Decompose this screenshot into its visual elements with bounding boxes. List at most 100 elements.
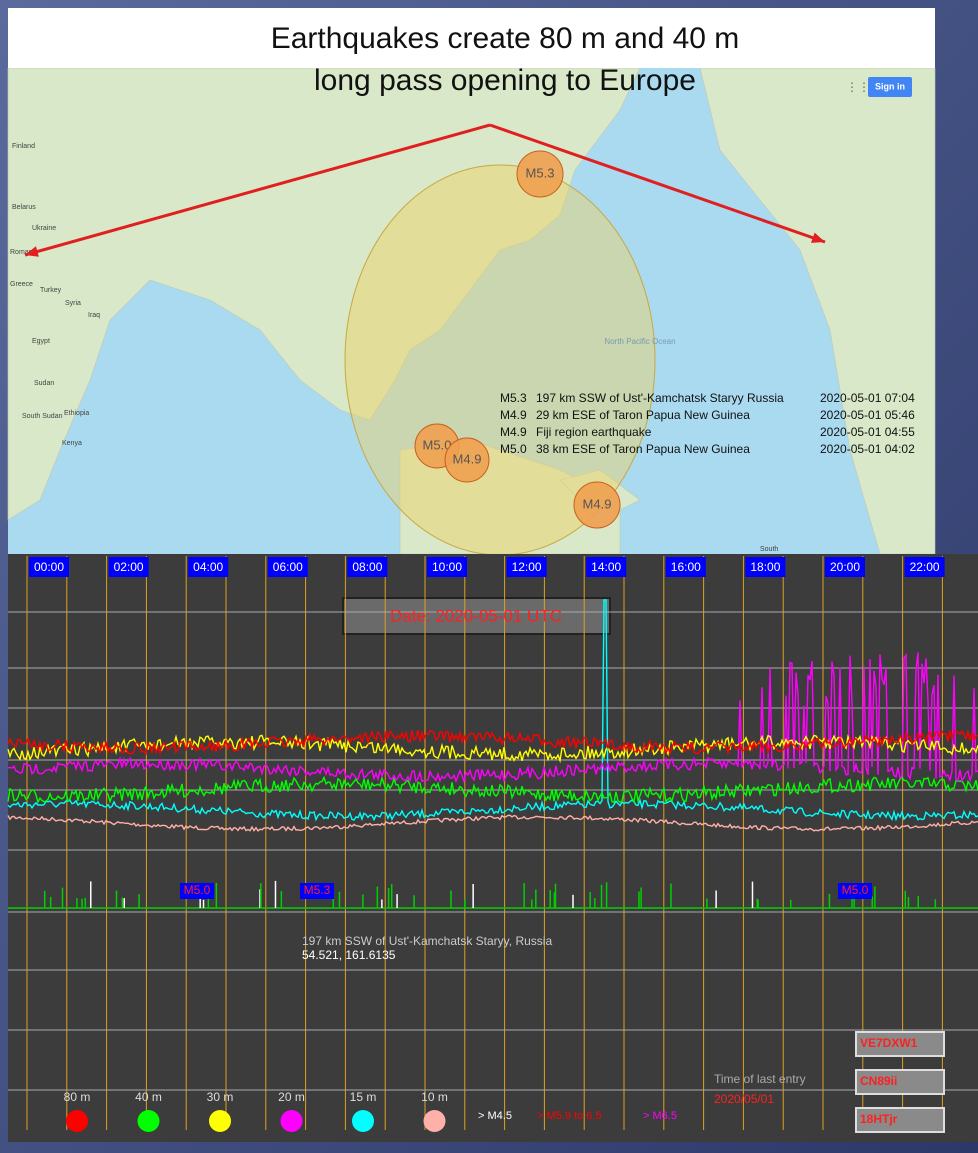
arrow-head	[25, 246, 39, 257]
map-label: Greece	[10, 281, 33, 288]
time-label: 02:00	[114, 560, 144, 574]
time-label: 18:00	[750, 560, 780, 574]
quake-table-cell: M5.0	[500, 442, 527, 456]
quake-marker-box	[180, 883, 214, 899]
map-label: Iraq	[88, 312, 100, 319]
legend-swatch	[352, 1110, 374, 1132]
quake-table-cell: 197 km SSW of Ust'-Kamchatsk Staryy Russ…	[536, 391, 784, 405]
quake-marker: M5.3	[304, 883, 331, 897]
time-box	[665, 557, 706, 577]
sign-in-label[interactable]: Sign in	[875, 81, 905, 91]
map-label: South	[760, 546, 778, 553]
map-label: Kenya	[62, 440, 82, 447]
quake-marker-box	[838, 883, 872, 899]
time-label: 20:00	[830, 560, 860, 574]
legend-swatch	[423, 1110, 446, 1132]
quake-table-cell: 2020-05-01 05:46	[820, 408, 915, 422]
map-label: Finland	[12, 143, 35, 150]
slide-title: long pass opening to Europe	[314, 64, 696, 97]
station-box	[855, 1031, 945, 1057]
band-trace	[7, 814, 978, 832]
station-value: 18HTjr	[860, 1112, 898, 1126]
legend-label: 40 m	[135, 1090, 162, 1104]
time-box	[29, 557, 69, 577]
station-value: VE7DXW1	[860, 1036, 918, 1050]
map-label: Turkey	[40, 287, 62, 294]
quake-table-cell: 29 km ESE of Taron Papua New Guinea	[536, 408, 750, 422]
arrow	[489, 123, 826, 244]
magnitude-label: > M6.5	[643, 1110, 677, 1122]
time-box	[825, 557, 865, 577]
time-box	[427, 557, 467, 577]
time-box	[347, 557, 388, 577]
quake-table-cell: 2020-05-01 04:02	[820, 442, 915, 456]
date-label: Date: 2020-05-01 UTC	[390, 606, 562, 625]
quake-circle	[516, 150, 564, 198]
time-box	[904, 557, 945, 577]
map-label: South Sudan	[22, 413, 63, 420]
apps-icon: ⋮⋮	[846, 80, 870, 94]
arrow-head	[811, 232, 825, 243]
time-box	[267, 557, 308, 577]
date-box	[342, 597, 611, 635]
quake-marker: M5.0	[842, 883, 869, 897]
time-label: 06:00	[273, 560, 303, 574]
quake-detail: 54.521, 161.6135	[302, 948, 396, 962]
quake-detail: 197 km SSW of Ust'-Kamchatsk Staryy, Rus…	[302, 934, 552, 948]
quake-circle	[573, 481, 621, 529]
time-label: 22:00	[910, 560, 940, 574]
legend-label: 10 m	[421, 1090, 448, 1104]
quake-circle	[444, 437, 490, 483]
map-label: Sudan	[34, 380, 54, 387]
quake-label: M4.9	[453, 451, 482, 466]
quake-table-cell: M4.9	[500, 408, 527, 422]
sign-in-button[interactable]	[868, 77, 912, 97]
legend-label: 15 m	[350, 1090, 377, 1104]
legend-label: 30 m	[207, 1090, 234, 1104]
quake-marker: M5.0	[184, 883, 211, 897]
band-trace	[7, 599, 978, 822]
map-label: Ukraine	[32, 225, 56, 232]
band-trace	[7, 729, 978, 756]
time-label: 14:00	[591, 560, 621, 574]
last-entry-label: Time of last entry	[714, 1072, 806, 1086]
band-trace	[7, 652, 978, 784]
title-band	[8, 8, 935, 68]
quake-label: M5.0	[423, 437, 452, 452]
time-label: 10:00	[432, 560, 462, 574]
quake-table-cell: Fiji region earthquake	[536, 425, 652, 439]
quake-table-cell: 2020-05-01 07:04	[820, 391, 915, 405]
map-label: North Pacific Ocean	[604, 337, 675, 346]
time-box	[506, 557, 547, 577]
time-label: 08:00	[352, 560, 382, 574]
map-label: Syria	[65, 300, 81, 307]
quake-marker-box	[300, 883, 334, 899]
legend-swatch	[209, 1110, 231, 1132]
band-trace	[7, 733, 978, 764]
chart-panel	[8, 554, 978, 1142]
time-box	[586, 557, 627, 577]
band-trace	[7, 775, 978, 804]
last-entry-date: 2020/05/01	[714, 1092, 774, 1106]
quake-label: M5.3	[526, 165, 555, 180]
map-label: Romania	[10, 249, 38, 256]
magnitude-label: > M5.9 to 6.5	[537, 1110, 602, 1122]
time-label: 00:00	[34, 560, 64, 574]
legend-swatch	[137, 1110, 160, 1132]
legend-label: 80 m	[64, 1090, 91, 1104]
station-box	[855, 1107, 945, 1133]
time-label: 12:00	[512, 560, 542, 574]
station-box	[855, 1069, 945, 1095]
time-label: 16:00	[671, 560, 701, 574]
quake-label: M4.9	[583, 496, 612, 511]
map-label: Ethiopia	[64, 410, 89, 417]
time-box	[108, 557, 149, 577]
time-label: 04:00	[193, 560, 223, 574]
legend-swatch	[280, 1110, 303, 1132]
magnitude-label: > M4.5	[478, 1110, 512, 1122]
arrow	[24, 123, 491, 257]
quake-table-cell: M5.3	[500, 391, 527, 405]
station-value: CN89ii	[860, 1074, 897, 1088]
map-label: Egypt	[32, 338, 50, 345]
